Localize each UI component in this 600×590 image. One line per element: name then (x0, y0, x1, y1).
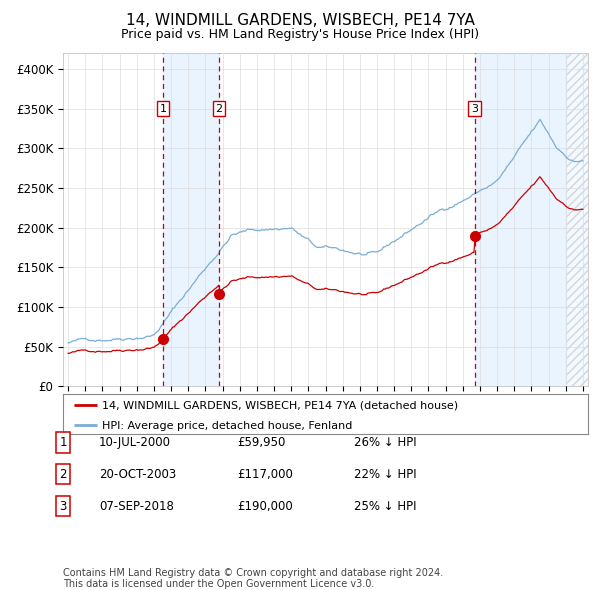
Text: 14, WINDMILL GARDENS, WISBECH, PE14 7YA (detached house): 14, WINDMILL GARDENS, WISBECH, PE14 7YA … (103, 401, 458, 411)
Text: This data is licensed under the Open Government Licence v3.0.: This data is licensed under the Open Gov… (63, 579, 374, 589)
Text: Contains HM Land Registry data © Crown copyright and database right 2024.: Contains HM Land Registry data © Crown c… (63, 569, 443, 578)
Bar (566, 53, 588, 386)
Bar (475, 53, 566, 386)
Text: £117,000: £117,000 (237, 468, 293, 481)
Text: 3: 3 (59, 500, 67, 513)
Text: 26% ↓ HPI: 26% ↓ HPI (354, 436, 416, 449)
Bar (566, 53, 588, 386)
Text: £190,000: £190,000 (237, 500, 293, 513)
Text: Price paid vs. HM Land Registry's House Price Index (HPI): Price paid vs. HM Land Registry's House … (121, 28, 479, 41)
Text: 1: 1 (160, 104, 167, 114)
Text: HPI: Average price, detached house, Fenland: HPI: Average price, detached house, Fenl… (103, 421, 353, 431)
Text: 3: 3 (471, 104, 478, 114)
Text: 20-OCT-2003: 20-OCT-2003 (99, 468, 176, 481)
Text: 1: 1 (59, 436, 67, 449)
Text: 14, WINDMILL GARDENS, WISBECH, PE14 7YA: 14, WINDMILL GARDENS, WISBECH, PE14 7YA (125, 13, 475, 28)
Text: 25% ↓ HPI: 25% ↓ HPI (354, 500, 416, 513)
Text: £59,950: £59,950 (237, 436, 286, 449)
Text: 2: 2 (59, 468, 67, 481)
Bar (163, 53, 219, 386)
Text: 22% ↓ HPI: 22% ↓ HPI (354, 468, 416, 481)
Text: 10-JUL-2000: 10-JUL-2000 (99, 436, 171, 449)
Text: 07-SEP-2018: 07-SEP-2018 (99, 500, 174, 513)
Text: 2: 2 (215, 104, 223, 114)
